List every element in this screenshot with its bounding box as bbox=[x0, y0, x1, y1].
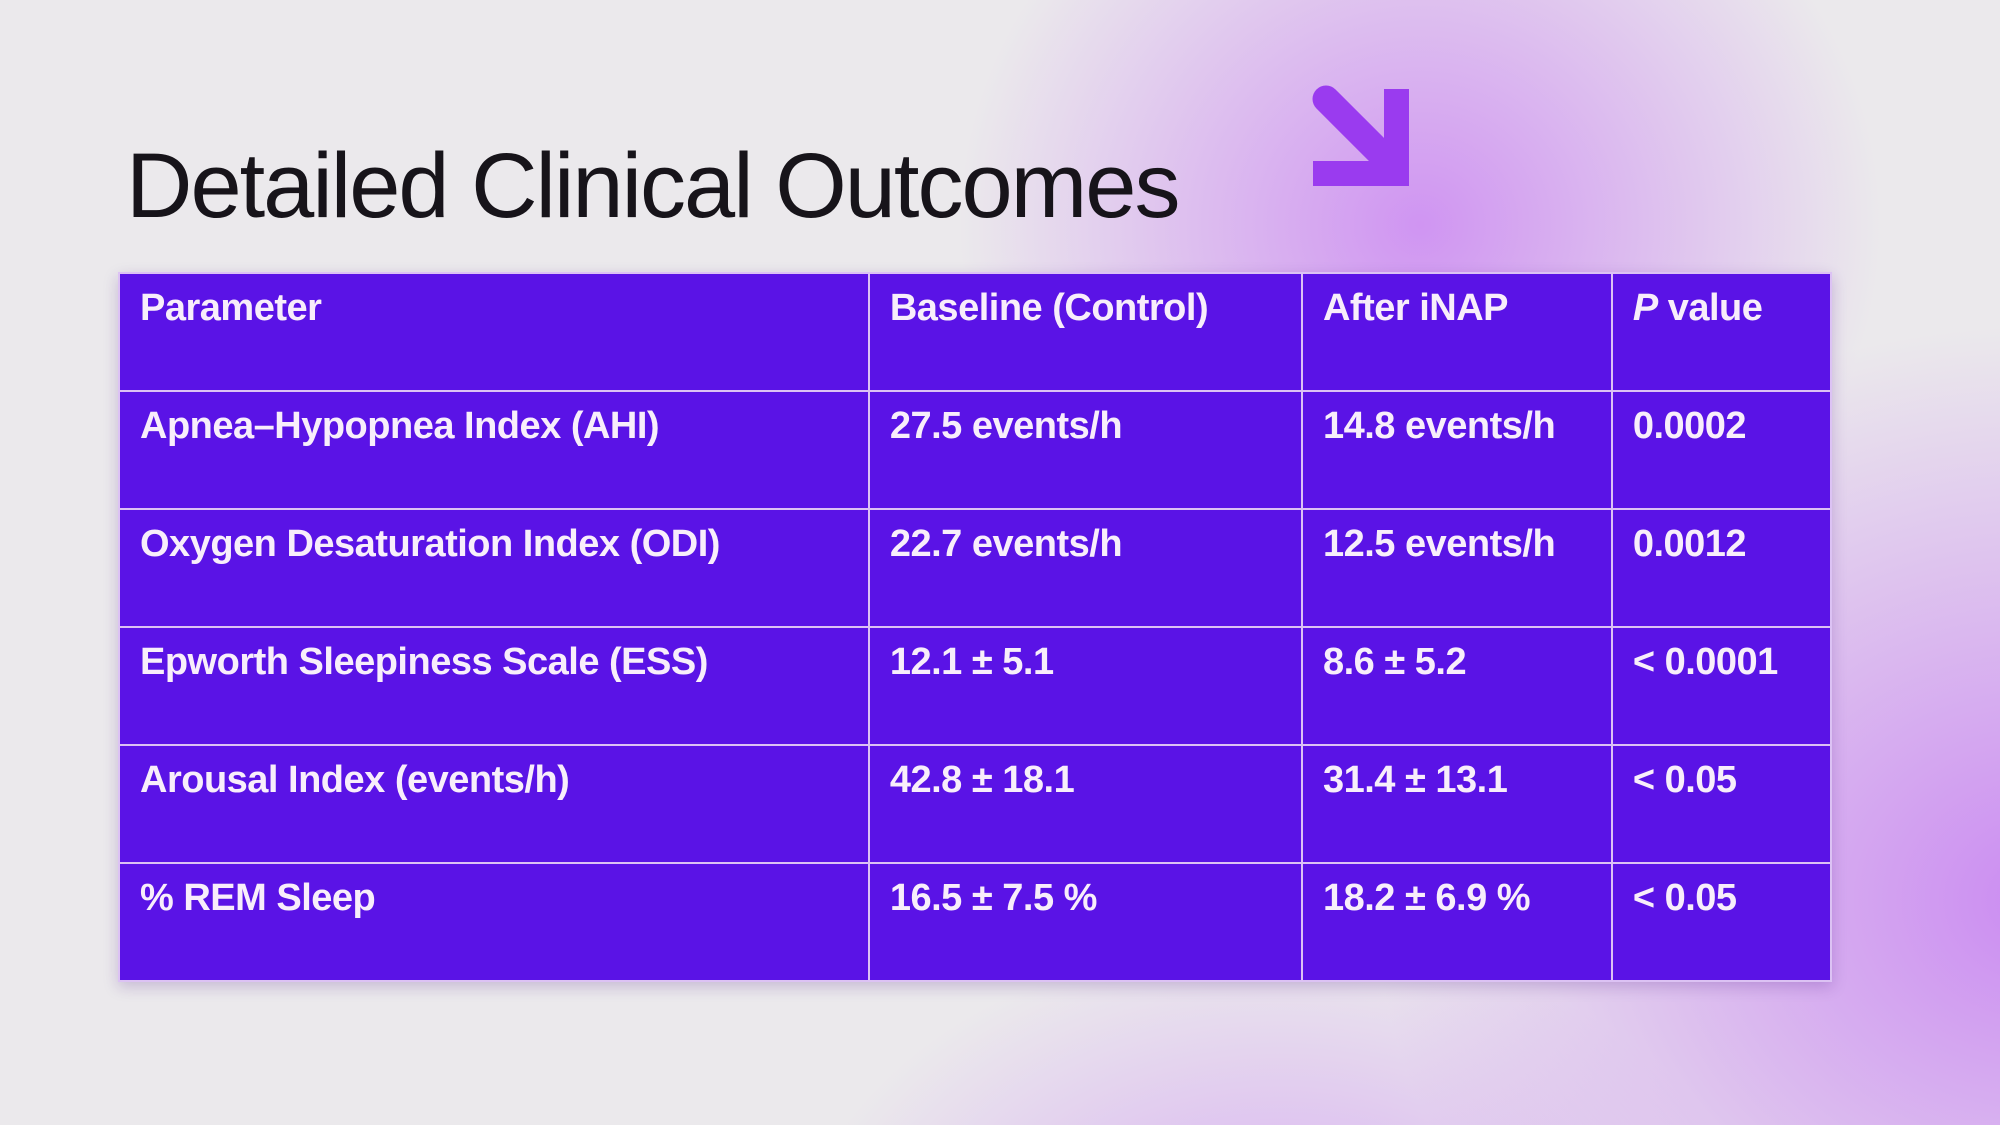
column-header-parameter: Parameter bbox=[118, 272, 870, 392]
cell-baseline: 27.5 events/h bbox=[867, 390, 1303, 510]
cell-parameter: Epworth Sleepiness Scale (ESS) bbox=[118, 626, 870, 746]
table-row: Epworth Sleepiness Scale (ESS) 12.1 ± 5.… bbox=[118, 626, 1833, 746]
cell-parameter: % REM Sleep bbox=[118, 862, 870, 982]
p-value-italic-p: P bbox=[1632, 287, 1658, 329]
cell-parameter: Apnea–Hypopnea Index (AHI) bbox=[118, 390, 870, 510]
arrow-down-right-icon bbox=[1310, 84, 1410, 188]
cell-baseline: 16.5 ± 7.5 % bbox=[867, 862, 1303, 982]
cell-p-value: < 0.05 bbox=[1610, 744, 1833, 864]
cell-after-inap: 18.2 ± 6.9 % bbox=[1300, 862, 1613, 982]
cell-baseline: 12.1 ± 5.1 bbox=[867, 626, 1303, 746]
table-row: Apnea–Hypopnea Index (AHI) 27.5 events/h… bbox=[118, 390, 1833, 510]
page-title: Detailed Clinical Outcomes bbox=[126, 134, 1180, 237]
table-row: Arousal Index (events/h) 42.8 ± 18.1 31.… bbox=[118, 744, 1833, 864]
clinical-outcomes-table: Parameter Baseline (Control) After iNAP … bbox=[118, 272, 1833, 982]
cell-after-inap: 12.5 events/h bbox=[1300, 508, 1613, 628]
table-header-row: Parameter Baseline (Control) After iNAP … bbox=[118, 272, 1833, 392]
p-value-word: value bbox=[1667, 287, 1763, 329]
cell-baseline: 22.7 events/h bbox=[867, 508, 1303, 628]
cell-parameter: Arousal Index (events/h) bbox=[118, 744, 870, 864]
column-header-after-inap: After iNAP bbox=[1300, 272, 1613, 392]
cell-after-inap: 14.8 events/h bbox=[1300, 390, 1613, 510]
cell-after-inap: 8.6 ± 5.2 bbox=[1300, 626, 1613, 746]
cell-p-value: 0.0002 bbox=[1610, 390, 1833, 510]
cell-p-value: < 0.0001 bbox=[1610, 626, 1833, 746]
cell-p-value: < 0.05 bbox=[1610, 862, 1833, 982]
cell-p-value: 0.0012 bbox=[1610, 508, 1833, 628]
cell-after-inap: 31.4 ± 13.1 bbox=[1300, 744, 1613, 864]
cell-baseline: 42.8 ± 18.1 bbox=[867, 744, 1303, 864]
cell-parameter: Oxygen Desaturation Index (ODI) bbox=[118, 508, 870, 628]
column-header-baseline: Baseline (Control) bbox=[867, 272, 1303, 392]
table-row: % REM Sleep 16.5 ± 7.5 % 18.2 ± 6.9 % < … bbox=[118, 862, 1833, 982]
table-row: Oxygen Desaturation Index (ODI) 22.7 eve… bbox=[118, 508, 1833, 628]
